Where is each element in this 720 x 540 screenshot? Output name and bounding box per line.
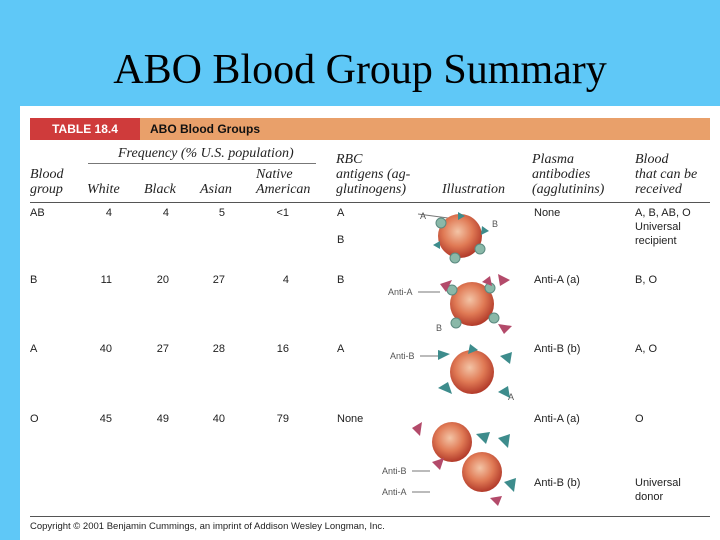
cell-black: 20 [156,274,169,286]
label-antigen-b: B [492,219,498,229]
header-rbc-antigens: RBC antigens (ag- glutinogens) [336,152,411,197]
cell-white: 45 [99,413,112,425]
copyright-text: Copyright © 2001 Benjamin Cummings, an i… [30,521,385,532]
cell-white: 11 [100,274,112,286]
cell-antigen: B [337,274,345,286]
cell-received: A, B, AB, O Universal recipient [635,207,691,247]
cell-received: A, O [635,343,658,355]
blood-cell-illustration: A B Anti-A B Anti-B [382,211,516,506]
cell-black: 27 [156,343,169,355]
header-black: Black [144,182,176,197]
header-rule [30,202,710,203]
ab-cell-icon: A B [417,211,498,264]
header-blood-group: Blood group [30,167,64,197]
label-antigen-a: A [420,211,426,221]
label-anti-b: Anti-B [390,351,415,361]
table-title: ABO Blood Groups [150,122,260,136]
o-cells-icon: Anti-B Anti-A [382,422,516,506]
cell-asian: 5 [218,207,225,219]
cell-antibodies: Anti-A (a) [534,413,580,425]
cell-white: 40 [99,343,112,355]
header-native-american: Native American [256,167,311,197]
header-illustration: Illustration [442,182,506,197]
cell-asian: 27 [212,274,225,286]
cell-antibodies: None [534,207,561,219]
label-anti-b: Anti-B [382,466,407,476]
cell-antigen: A [337,343,345,355]
cell-native: 16 [276,343,289,355]
header-plasma-antibodies: Plasma antibodies (agglutinins) [532,152,605,197]
cell-group: B [30,274,38,286]
cell-received: O [635,413,644,425]
footer-rule [30,516,710,517]
cell-white: 4 [105,207,112,219]
cell-antibodies-extra: Anti-B (b) [534,477,581,489]
cell-received-extra: Universal donor [635,477,681,503]
table-header-band [30,118,710,140]
header-frequency: Frequency (% U.S. population) [118,146,294,161]
header-asian: Asian [200,182,232,197]
cell-received: B, O [635,274,658,286]
cell-group: AB [30,207,45,219]
cell-native: <1 [276,207,289,219]
frequency-rule [88,163,316,164]
cell-black: 4 [162,207,169,219]
cell-group: O [30,413,39,425]
cell-native: 79 [276,413,289,425]
label-anti-a: Anti-A [388,287,413,297]
header-white: White [87,182,120,197]
label-anti-a: Anti-A [382,487,407,497]
b-cell-icon: Anti-A B [388,274,512,334]
cell-black: 49 [156,413,169,425]
cell-asian: 28 [212,343,225,355]
table-figure: TABLE 18.4 ABO Blood Groups Frequency (%… [20,106,720,540]
cell-antigen: B [337,234,345,246]
cell-antigen: A [337,207,345,219]
header-blood-received: Blood that can be received [635,152,698,197]
table-label: TABLE 18.4 [30,118,140,140]
cell-antibodies: Anti-A (a) [534,274,580,286]
label-antigen-b: B [436,323,442,333]
cell-antigen: None [337,413,364,425]
label-antigen-a: A [508,392,514,402]
a-cell-icon: Anti-B A [390,344,514,402]
cell-native: 4 [282,274,289,286]
cell-asian: 40 [212,413,225,425]
slide-title: ABO Blood Group Summary [113,47,607,93]
cell-antibodies: Anti-B (b) [534,343,581,355]
cell-group: A [30,343,38,355]
